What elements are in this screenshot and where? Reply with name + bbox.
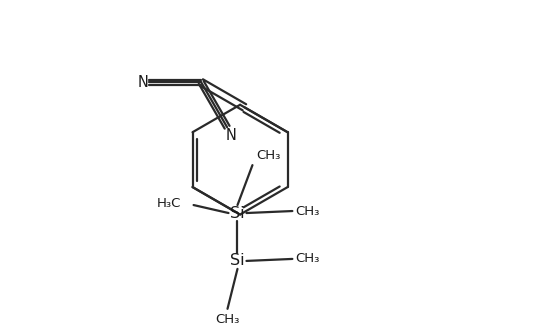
Text: CH₃: CH₃	[295, 253, 320, 265]
Text: CH₃: CH₃	[295, 205, 320, 217]
Text: CH₃: CH₃	[256, 149, 281, 162]
Text: Si: Si	[230, 254, 245, 268]
Text: Si: Si	[230, 206, 245, 220]
Text: CH₃: CH₃	[215, 313, 240, 326]
Text: H₃C: H₃C	[157, 196, 182, 210]
Text: N: N	[226, 128, 236, 143]
Text: N: N	[138, 75, 149, 90]
